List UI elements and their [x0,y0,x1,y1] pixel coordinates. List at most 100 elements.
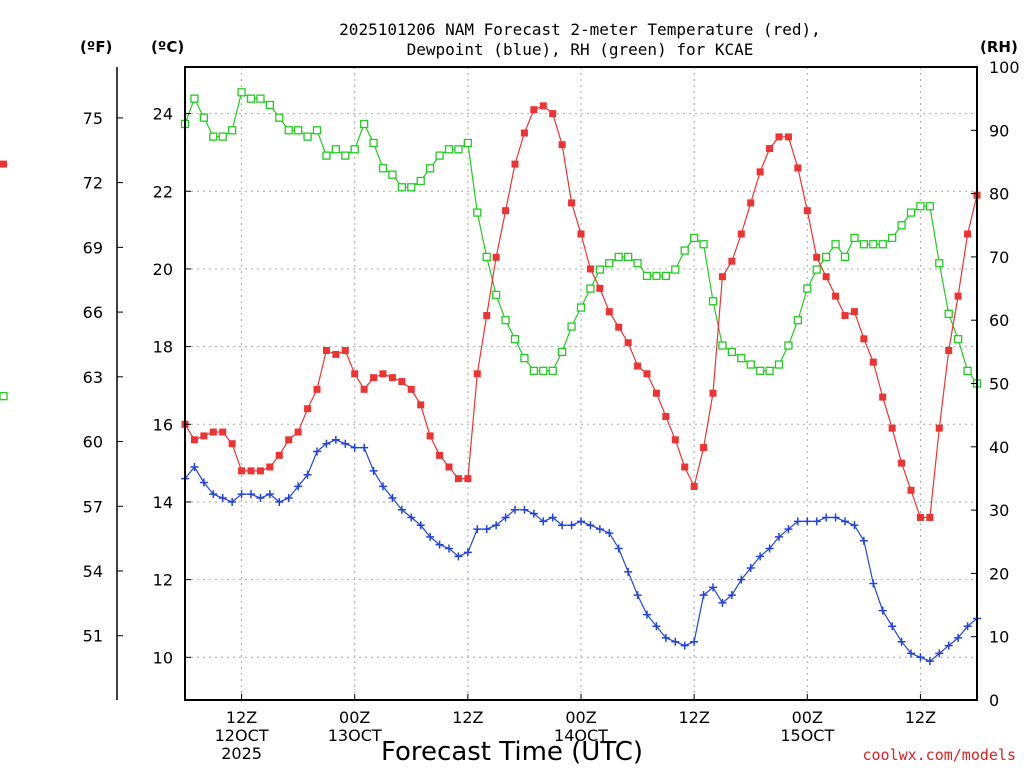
rh-tick-label: 40 [989,438,1009,457]
rh-point [463,138,473,148]
temperature-point [502,207,510,215]
celsius-tick-label: 14 [153,493,173,512]
temperature-point [370,374,378,382]
rh-point [397,183,407,192]
fahrenheit-tick-label: 72 [83,174,103,193]
rh-point [793,316,803,325]
dewpoint-point [322,439,331,448]
x-tick-label: 14OCT [554,726,608,745]
temperature-point [954,292,962,300]
x-tick-label: 12Z [678,708,709,727]
x-tick-label: 12Z [452,708,483,727]
rh-point [661,271,671,281]
rh-point [680,246,689,255]
dewpoint-point [190,462,199,471]
temperature-point [294,428,302,436]
dewpoint-point [869,579,878,588]
temperature-point [539,102,547,110]
temperature-point [822,273,830,281]
temperature-point [869,358,877,366]
temperature-point [926,513,934,521]
rh-point [444,145,454,154]
temperature-point [473,370,481,378]
dewpoint-point [746,563,755,572]
x-tick-label: 2025 [221,744,262,763]
rh-point [303,132,312,141]
rh-point [708,297,718,306]
rh-point [755,366,765,375]
dewpoint-point [435,540,444,549]
temperature-point [209,428,217,436]
rh-point [501,316,510,325]
credit-text: coolwx.com/models [862,746,1016,764]
temperature-point [671,436,679,444]
temperature-point [379,370,387,378]
dewpoint-point [595,525,604,534]
rh-point [473,208,482,217]
temperature-point [775,133,783,141]
rh-tick-label: 30 [989,501,1009,520]
dewpoint-point [643,610,651,619]
rh-tick-label: 70 [989,248,1009,267]
rh-point [491,290,501,300]
temperature-point [436,451,444,459]
temperature-point [313,385,321,393]
dewpoint-point [407,513,416,522]
dewpoint-point [228,497,237,506]
temperature-point [586,265,594,273]
temperature-point [285,436,293,444]
series-layer [0,88,982,666]
temperature-point [605,308,613,316]
dewpoint-series [181,435,981,666]
rh-point [765,366,774,375]
rh-point [963,366,972,375]
dewpoint-point [331,435,340,444]
temperature-point [454,475,462,483]
celsius-unit-label: (ºC) [151,38,184,56]
temperature-point [709,389,717,397]
x-tick-label: 12OCT [215,726,269,745]
temperature-point [492,253,500,261]
dewpoint-point [388,494,397,503]
temperature-point [643,370,651,378]
rh-point [925,202,935,211]
temperature-point [624,339,632,347]
temperature-point [511,160,519,168]
temperature-point [577,230,585,238]
rh-point [642,271,652,281]
dewpoint-point [765,544,774,553]
rh-point [784,341,793,350]
rh-point [341,151,350,160]
fahrenheit-unit-label: (ºF) [80,38,112,56]
rh-point [869,240,878,249]
temperature-point [784,133,792,141]
rh-point [803,284,812,293]
rh-point [237,88,246,97]
dewpoint-point [727,591,736,600]
temperature-point [813,253,821,261]
rh-point [850,233,859,243]
chart-title-line2: Dewpoint (blue), RH (green) for KCAE [407,40,754,59]
rh-point [331,145,341,154]
x-tick-label: 00Z [339,708,370,727]
dewpoint-point [360,443,369,452]
rh-point [586,284,595,293]
rh-point [454,145,463,154]
dewpoint-point [633,591,642,600]
rh-point [416,176,425,186]
temperature-point [832,292,840,300]
temperature-point [634,362,642,370]
dewpoint-point [709,583,717,592]
x-tick-label: 00Z [792,708,823,727]
dewpoint-point [605,529,614,538]
fahrenheit-tick-label: 60 [83,433,103,452]
rh-point [944,309,953,319]
temperature-point [388,374,396,382]
dewpoint-point [963,622,972,631]
temperature-point [935,424,943,432]
dewpoint-point [501,513,510,522]
dewpoint-point [756,552,765,561]
rh-point [699,240,708,249]
rh-point [633,259,642,268]
